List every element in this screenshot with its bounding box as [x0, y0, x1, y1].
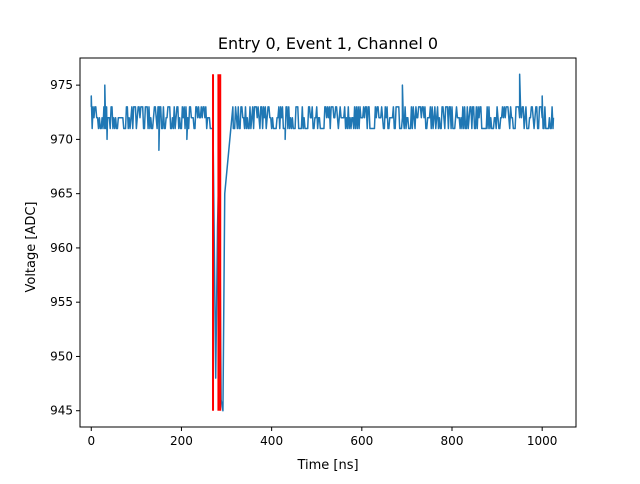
y-tick-label-960: 960	[50, 241, 73, 255]
x-tick-label-200: 200	[170, 434, 193, 448]
x-tick-label-0: 0	[87, 434, 95, 448]
y-tick-label-955: 955	[50, 295, 73, 309]
y-tick-label-950: 950	[50, 349, 73, 363]
x-axis-label: Time [ns]	[296, 458, 358, 473]
y-axis-label: Voltage [ADC]	[24, 201, 39, 292]
y-tick-label-970: 970	[50, 132, 73, 146]
x-tick-label-800: 800	[441, 434, 464, 448]
axes-frame	[79, 57, 577, 428]
axes: 0 200 400 600 800 1000 945 950 955 960 965 970 975	[50, 57, 577, 448]
x-tick-label-600: 600	[350, 434, 373, 448]
x-tick-label-1000: 1000	[527, 434, 558, 448]
chart-title: Entry 0, Event 1, Channel 0	[218, 34, 438, 53]
series-line-waveform	[90, 73, 555, 412]
y-tick-label-975: 975	[50, 78, 73, 92]
x-tick-label-400: 400	[260, 434, 283, 448]
plot-area	[90, 73, 555, 412]
y-tick-label-965: 965	[50, 187, 73, 201]
y-tick-label-945: 945	[50, 404, 73, 418]
